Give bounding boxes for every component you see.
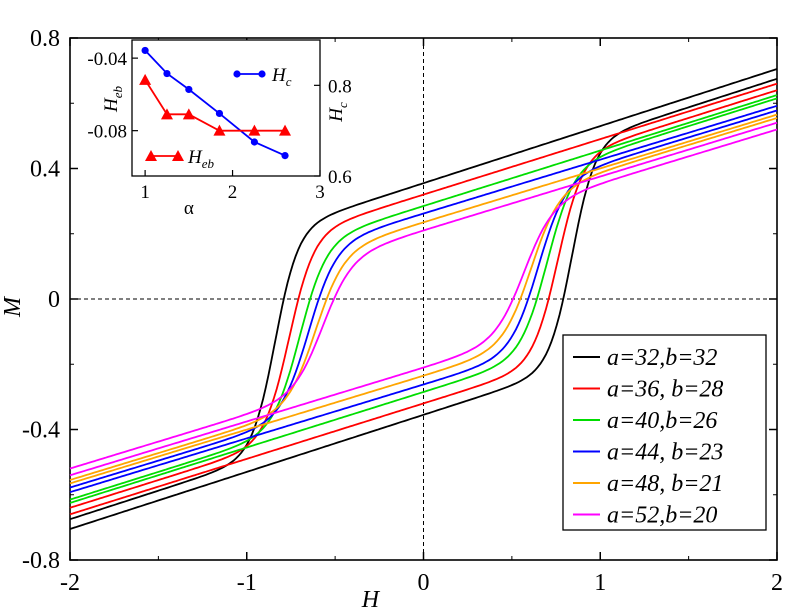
y-tick-label: 0	[48, 287, 60, 313]
inset-legend-hc-marker	[258, 70, 266, 78]
series-curve-upper-4	[69, 104, 778, 489]
series-curve-upper-6	[69, 121, 778, 470]
legend-label: a=52,b=20	[607, 503, 717, 529]
series-curve-lower-5	[69, 117, 778, 485]
y-tick-label: 0.4	[30, 157, 60, 183]
legend-box	[562, 334, 767, 531]
y-tick-label: -0.8	[22, 548, 60, 574]
series-curve-lower-3	[69, 97, 778, 504]
inset-x-axis-label: α	[184, 198, 194, 219]
series-curve-lower-4	[69, 109, 778, 494]
series-curve-lower-1	[69, 77, 778, 530]
inset-chart: 1 2 3 α -0.04 -0.08 0.8 0.6 Heb Hc Hc Heb	[87, 39, 352, 219]
series-curve-lower-2	[69, 89, 778, 516]
inset-legend-heb-marker	[145, 150, 157, 161]
legend-label: a=44, b=23	[607, 440, 723, 466]
inset-x-tick-label: 1	[140, 182, 150, 203]
series-curve-upper-5	[69, 113, 778, 481]
y-tick-label: 0.8	[30, 26, 60, 52]
inset-right-tick-label: 0.6	[328, 167, 352, 188]
y-axis-label: M	[0, 295, 26, 318]
x-tick-label: 0	[418, 570, 430, 596]
legend-label: a=32,b=32	[607, 345, 717, 371]
inset-legend-hc-label: Hc	[271, 65, 292, 89]
legend-label: a=36, b=28	[607, 377, 723, 403]
inset-x-tick-label: 2	[228, 182, 238, 203]
inset-point-heb	[213, 124, 226, 136]
inset-series-line-2	[144, 79, 285, 132]
inset-legend-heb-label: Heb	[187, 147, 215, 171]
series-curve-upper-1	[69, 68, 778, 521]
main-curves	[69, 68, 778, 530]
inset-point-hc	[163, 69, 171, 78]
inset-point-heb	[248, 124, 261, 136]
x-tick-label: -2	[60, 570, 80, 596]
legend-label: a=40,b=26	[607, 408, 717, 434]
main-axis-ticks: -2 -1 0 1 2 0.8 0.4 0 -0.4 -0.8	[22, 26, 783, 596]
series-curve-upper-2	[69, 82, 778, 509]
series-curve-upper-3	[69, 94, 778, 501]
inset-legend-hc-marker	[233, 70, 241, 78]
inset-point-hc	[185, 85, 193, 94]
inset-x-tick-label: 3	[315, 182, 325, 203]
inset-legend-heb-marker	[172, 150, 184, 161]
inset-right-tick-label: 0.8	[328, 76, 352, 97]
inset-left-axis-label: Heb	[101, 86, 125, 114]
inset-right-axis-label: Hc	[326, 102, 350, 123]
inset-left-tick-label: -0.04	[87, 49, 127, 70]
series-curve-lower-6	[69, 128, 778, 477]
inset-point-hc	[215, 109, 224, 118]
inset-series-line-1	[144, 49, 286, 157]
x-tick-label: 2	[771, 570, 783, 596]
legend-label: a=48, b=21	[607, 471, 723, 497]
y-tick-label: -0.4	[22, 418, 60, 444]
x-tick-label: 1	[594, 570, 606, 596]
inset-point-heb	[160, 108, 173, 120]
inset-point-hc	[281, 152, 289, 160]
legend: a=32,b=32 a=36, b=28 a=40,b=26 a=44, b=23 a=…	[562, 334, 767, 531]
inset-point-heb	[139, 73, 152, 85]
x-axis-label: H	[361, 587, 381, 612]
inset-point-heb	[182, 108, 195, 120]
inset-point-heb	[279, 124, 292, 136]
inset-left-tick-label: -0.08	[87, 122, 127, 143]
x-tick-label: -1	[237, 570, 257, 596]
inset-point-hc	[141, 46, 149, 55]
inset-point-hc	[250, 138, 259, 146]
